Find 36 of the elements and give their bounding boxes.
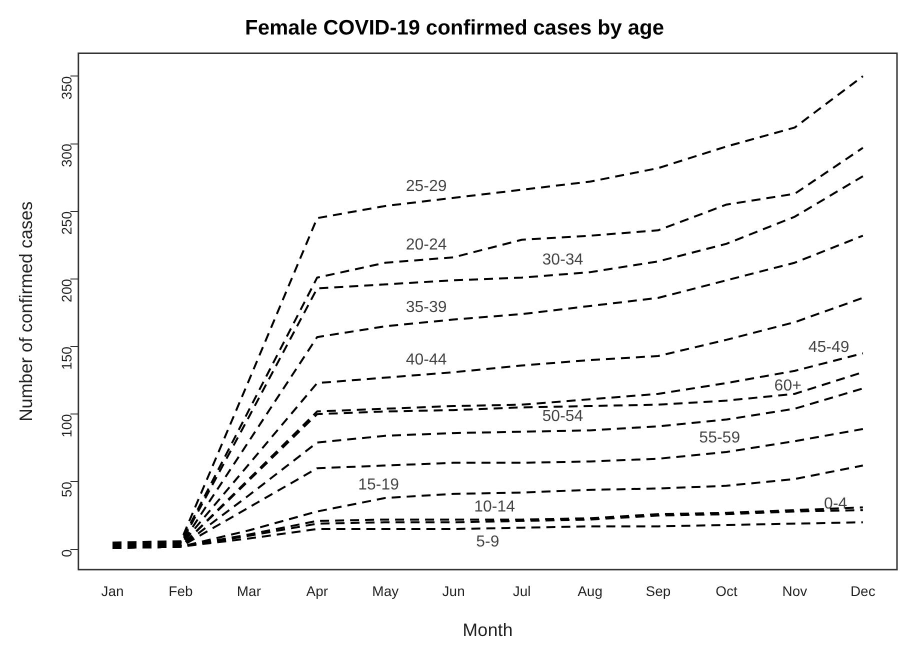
series-label: 30-34 [542, 251, 584, 268]
y-tick-label: 150 [58, 346, 74, 370]
x-tick-label: Jun [442, 582, 465, 599]
x-tick-label: Aug [578, 582, 602, 599]
y-tick-label: 250 [58, 211, 74, 235]
y-tick-label: 350 [58, 76, 74, 100]
x-tick-label: Jul [512, 582, 531, 599]
series-label: 60+ [774, 378, 802, 395]
series-label: 15-19 [358, 476, 400, 494]
series-label: 25-29 [406, 178, 447, 196]
x-tick-label: Feb [168, 582, 193, 599]
y-tick-label: 0 [58, 549, 74, 558]
series-label: 45-49 [808, 339, 850, 356]
chart-title: Female COVID-19 confirmed cases by age [244, 16, 664, 40]
series-label: 40-44 [406, 351, 447, 368]
y-tick-label: 100 [58, 414, 74, 438]
series-label: 55-59 [699, 430, 740, 447]
x-tick-label: Apr [306, 582, 328, 599]
x-tick-label: Jan [101, 582, 124, 599]
y-tick-label: 200 [58, 278, 74, 302]
series-label: 50-54 [542, 408, 584, 425]
series-label: 0-4 [824, 496, 848, 513]
series-label: 10-14 [474, 498, 516, 516]
x-tick-label: Mar [236, 582, 262, 599]
x-tick-label: Sep [646, 582, 671, 599]
series-label: 5-9 [476, 533, 500, 550]
x-tick-label: Dec [850, 582, 876, 599]
x-tick-label: May [372, 582, 399, 599]
x-tick-label: Oct [716, 582, 738, 599]
y-tick-label: 50 [58, 482, 74, 498]
y-axis-title: Number of confirmed cases [16, 201, 36, 422]
x-axis-title: Month [462, 620, 513, 640]
x-tick-label: Nov [782, 582, 808, 599]
series-label: 20-24 [406, 236, 447, 254]
series-label: 35-39 [406, 299, 447, 316]
y-tick-label: 300 [58, 144, 74, 168]
